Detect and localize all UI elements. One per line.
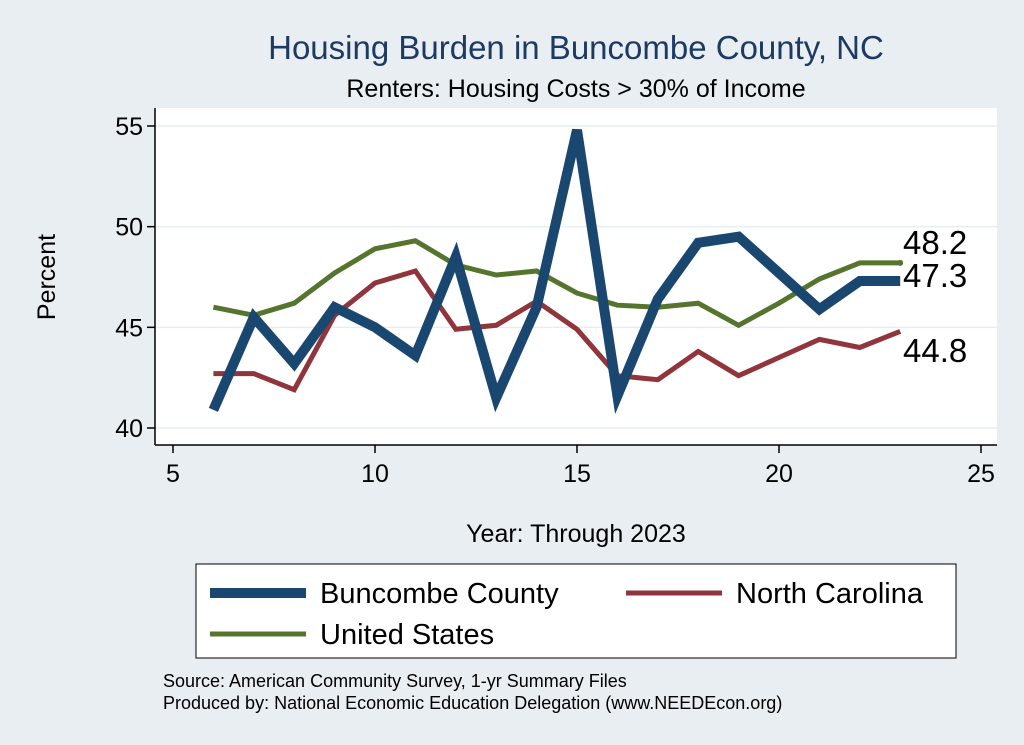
legend: Buncombe County North Carolina United Stat… (210, 578, 924, 651)
x-tick-label: 20 (765, 460, 793, 488)
series-lines (208, 128, 904, 415)
x-axis-title: Year: Through 2023 (466, 520, 686, 548)
x-tick-label: 5 (166, 460, 180, 488)
y-tick-label: 50 (115, 214, 143, 242)
chart-subtitle: Renters: Housing Costs > 30% of Income (346, 75, 805, 103)
x-tick-label: 10 (361, 460, 389, 488)
end-label: 48.2 (903, 224, 967, 261)
legend-label: North Carolina (736, 578, 924, 610)
end-label: 47.3 (903, 257, 967, 294)
y-axis-title: Percent (33, 234, 61, 320)
y-tick-label: 40 (115, 415, 143, 443)
legend-label: Buncombe County (320, 578, 559, 610)
y-tick-label: 55 (115, 113, 143, 141)
series-line-north-carolina (213, 268, 902, 393)
legend-box (195, 563, 957, 659)
series-line-buncombe-county (208, 128, 901, 415)
legend-label: United States (320, 619, 494, 651)
x-tick-label: 25 (967, 460, 995, 488)
y-tick-label: 45 (115, 314, 143, 342)
chart-title: Housing Burden in Buncombe County, NC (268, 29, 884, 66)
x-tick-label: 15 (563, 460, 591, 488)
source-line: Source: American Community Survey, 1-yr … (163, 671, 627, 691)
producer-line: Produced by: National Economic Education… (163, 693, 782, 713)
series-endpoint-marker (897, 259, 904, 266)
series-line-united-states (212, 238, 901, 329)
end-label: 44.8 (903, 332, 967, 369)
end-labels: 47.3 44.8 48.2 (903, 224, 967, 369)
